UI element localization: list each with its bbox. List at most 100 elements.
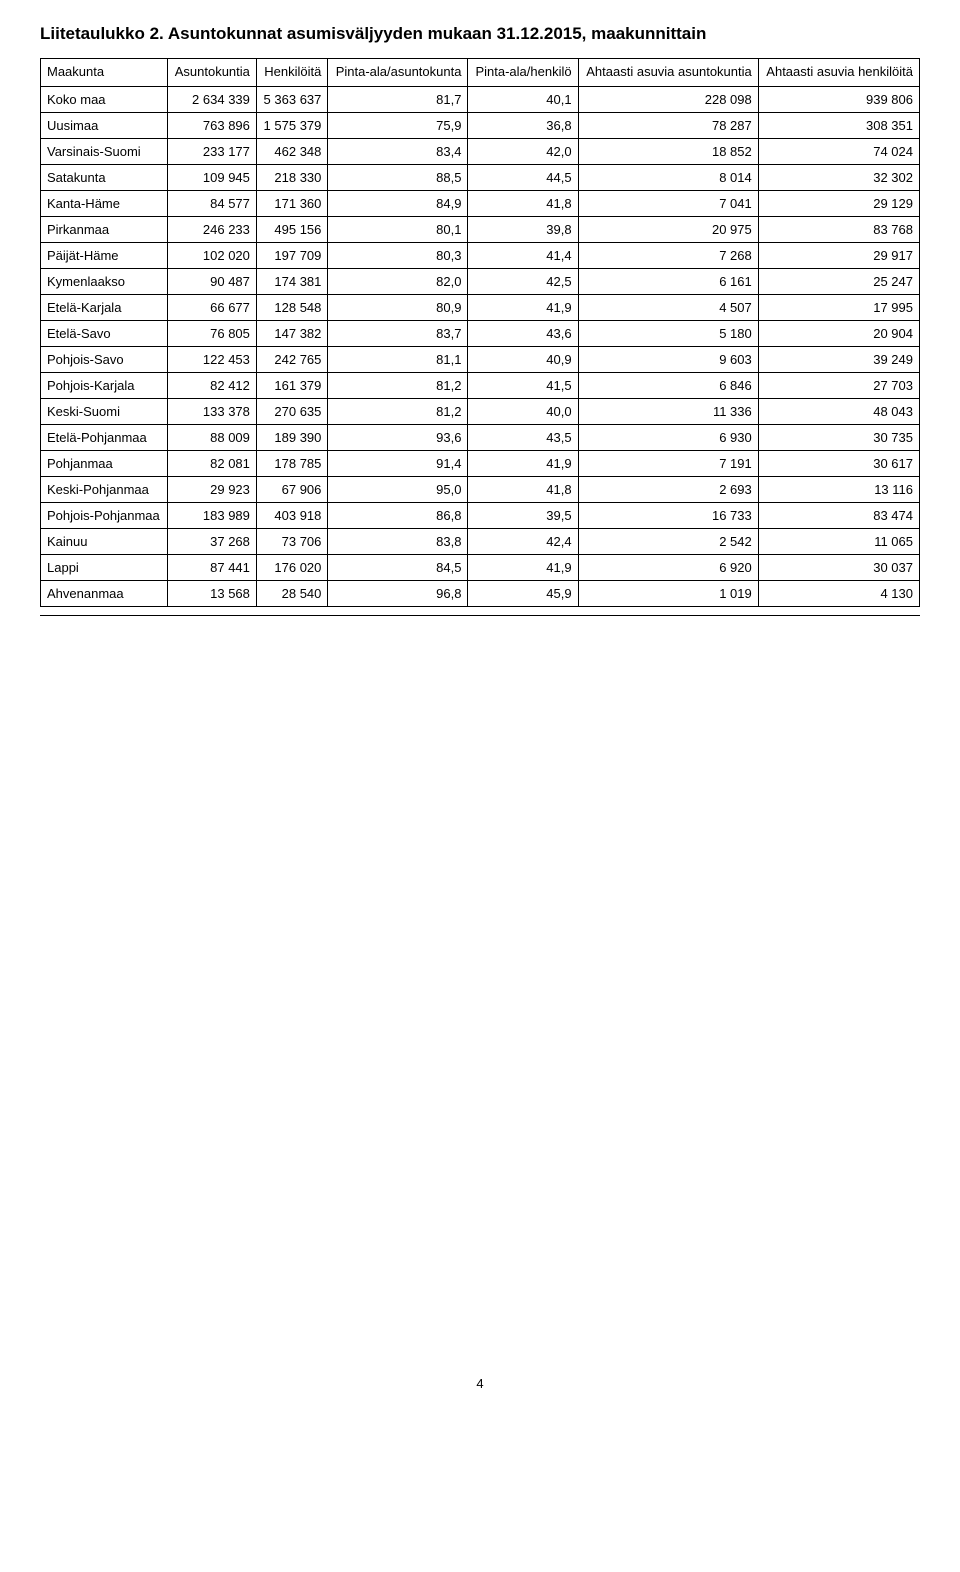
cell-value: 81,2 (328, 372, 468, 398)
cell-value: 81,2 (328, 398, 468, 424)
cell-value: 67 906 (256, 476, 328, 502)
cell-value: 40,0 (468, 398, 578, 424)
cell-value: 76 805 (167, 320, 256, 346)
cell-value: 39,5 (468, 502, 578, 528)
cell-value: 88 009 (167, 424, 256, 450)
cell-value: 81,7 (328, 86, 468, 112)
cell-value: 29 923 (167, 476, 256, 502)
table-row: Pirkanmaa246 233495 15680,139,820 97583 … (41, 216, 920, 242)
cell-value: 41,4 (468, 242, 578, 268)
cell-value: 87 441 (167, 554, 256, 580)
cell-value: 91,4 (328, 450, 468, 476)
cell-value: 32 302 (758, 164, 919, 190)
cell-value: 939 806 (758, 86, 919, 112)
cell-value: 233 177 (167, 138, 256, 164)
cell-label: Keski-Pohjanmaa (41, 476, 168, 502)
cell-value: 78 287 (578, 112, 758, 138)
cell-value: 93,6 (328, 424, 468, 450)
cell-value: 763 896 (167, 112, 256, 138)
col-pinta-ala-asuntokunta: Pinta-ala/asuntokunta (328, 59, 468, 87)
cell-value: 83 474 (758, 502, 919, 528)
cell-label: Kymenlaakso (41, 268, 168, 294)
cell-label: Kainuu (41, 528, 168, 554)
cell-value: 2 634 339 (167, 86, 256, 112)
cell-value: 1 575 379 (256, 112, 328, 138)
cell-value: 2 542 (578, 528, 758, 554)
table-title: Liitetaulukko 2. Asuntokunnat asumisvälj… (40, 24, 920, 44)
cell-value: 30 735 (758, 424, 919, 450)
cell-value: 80,9 (328, 294, 468, 320)
cell-value: 41,5 (468, 372, 578, 398)
cell-value: 66 677 (167, 294, 256, 320)
cell-label: Pohjois-Karjala (41, 372, 168, 398)
cell-value: 133 378 (167, 398, 256, 424)
cell-value: 403 918 (256, 502, 328, 528)
cell-value: 40,9 (468, 346, 578, 372)
cell-value: 80,1 (328, 216, 468, 242)
header-row: Maakunta Asuntokuntia Henkilöitä Pinta-a… (41, 59, 920, 87)
data-table: Maakunta Asuntokuntia Henkilöitä Pinta-a… (40, 58, 920, 607)
cell-value: 39,8 (468, 216, 578, 242)
cell-value: 462 348 (256, 138, 328, 164)
cell-value: 7 191 (578, 450, 758, 476)
cell-value: 43,6 (468, 320, 578, 346)
cell-value: 48 043 (758, 398, 919, 424)
cell-value: 83,8 (328, 528, 468, 554)
cell-value: 36,8 (468, 112, 578, 138)
cell-label: Etelä-Karjala (41, 294, 168, 320)
cell-value: 88,5 (328, 164, 468, 190)
cell-value: 30 037 (758, 554, 919, 580)
table-row: Koko maa2 634 3395 363 63781,740,1228 09… (41, 86, 920, 112)
table-row: Etelä-Savo76 805147 38283,743,65 18020 9… (41, 320, 920, 346)
cell-value: 28 540 (256, 580, 328, 606)
cell-value: 27 703 (758, 372, 919, 398)
table-row: Kanta-Häme84 577171 36084,941,87 04129 1… (41, 190, 920, 216)
cell-value: 29 129 (758, 190, 919, 216)
cell-value: 43,5 (468, 424, 578, 450)
table-row: Keski-Pohjanmaa29 92367 90695,041,82 693… (41, 476, 920, 502)
cell-value: 4 507 (578, 294, 758, 320)
cell-value: 83,7 (328, 320, 468, 346)
cell-value: 122 453 (167, 346, 256, 372)
cell-value: 82 081 (167, 450, 256, 476)
cell-value: 1 019 (578, 580, 758, 606)
cell-value: 82 412 (167, 372, 256, 398)
cell-value: 37 268 (167, 528, 256, 554)
cell-value: 218 330 (256, 164, 328, 190)
col-henkiloita: Henkilöitä (256, 59, 328, 87)
cell-value: 20 904 (758, 320, 919, 346)
cell-value: 16 733 (578, 502, 758, 528)
cell-value: 25 247 (758, 268, 919, 294)
cell-value: 42,4 (468, 528, 578, 554)
cell-value: 39 249 (758, 346, 919, 372)
table-row: Pohjanmaa82 081178 78591,441,97 19130 61… (41, 450, 920, 476)
cell-value: 73 706 (256, 528, 328, 554)
table-row: Keski-Suomi133 378270 63581,240,011 3364… (41, 398, 920, 424)
cell-label: Kanta-Häme (41, 190, 168, 216)
table-row: Uusimaa763 8961 575 37975,936,878 287308… (41, 112, 920, 138)
cell-value: 13 116 (758, 476, 919, 502)
cell-label: Pirkanmaa (41, 216, 168, 242)
cell-value: 495 156 (256, 216, 328, 242)
table-row: Lappi87 441176 02084,541,96 92030 037 (41, 554, 920, 580)
cell-value: 6 161 (578, 268, 758, 294)
cell-value: 86,8 (328, 502, 468, 528)
cell-value: 270 635 (256, 398, 328, 424)
cell-label: Koko maa (41, 86, 168, 112)
cell-value: 18 852 (578, 138, 758, 164)
cell-value: 9 603 (578, 346, 758, 372)
cell-value: 4 130 (758, 580, 919, 606)
footer-divider (40, 615, 920, 616)
cell-value: 109 945 (167, 164, 256, 190)
cell-value: 5 363 637 (256, 86, 328, 112)
cell-value: 102 020 (167, 242, 256, 268)
cell-value: 161 379 (256, 372, 328, 398)
cell-label: Etelä-Savo (41, 320, 168, 346)
cell-value: 228 098 (578, 86, 758, 112)
cell-value: 8 014 (578, 164, 758, 190)
cell-value: 84,9 (328, 190, 468, 216)
cell-value: 75,9 (328, 112, 468, 138)
cell-value: 45,9 (468, 580, 578, 606)
cell-value: 13 568 (167, 580, 256, 606)
cell-value: 83 768 (758, 216, 919, 242)
